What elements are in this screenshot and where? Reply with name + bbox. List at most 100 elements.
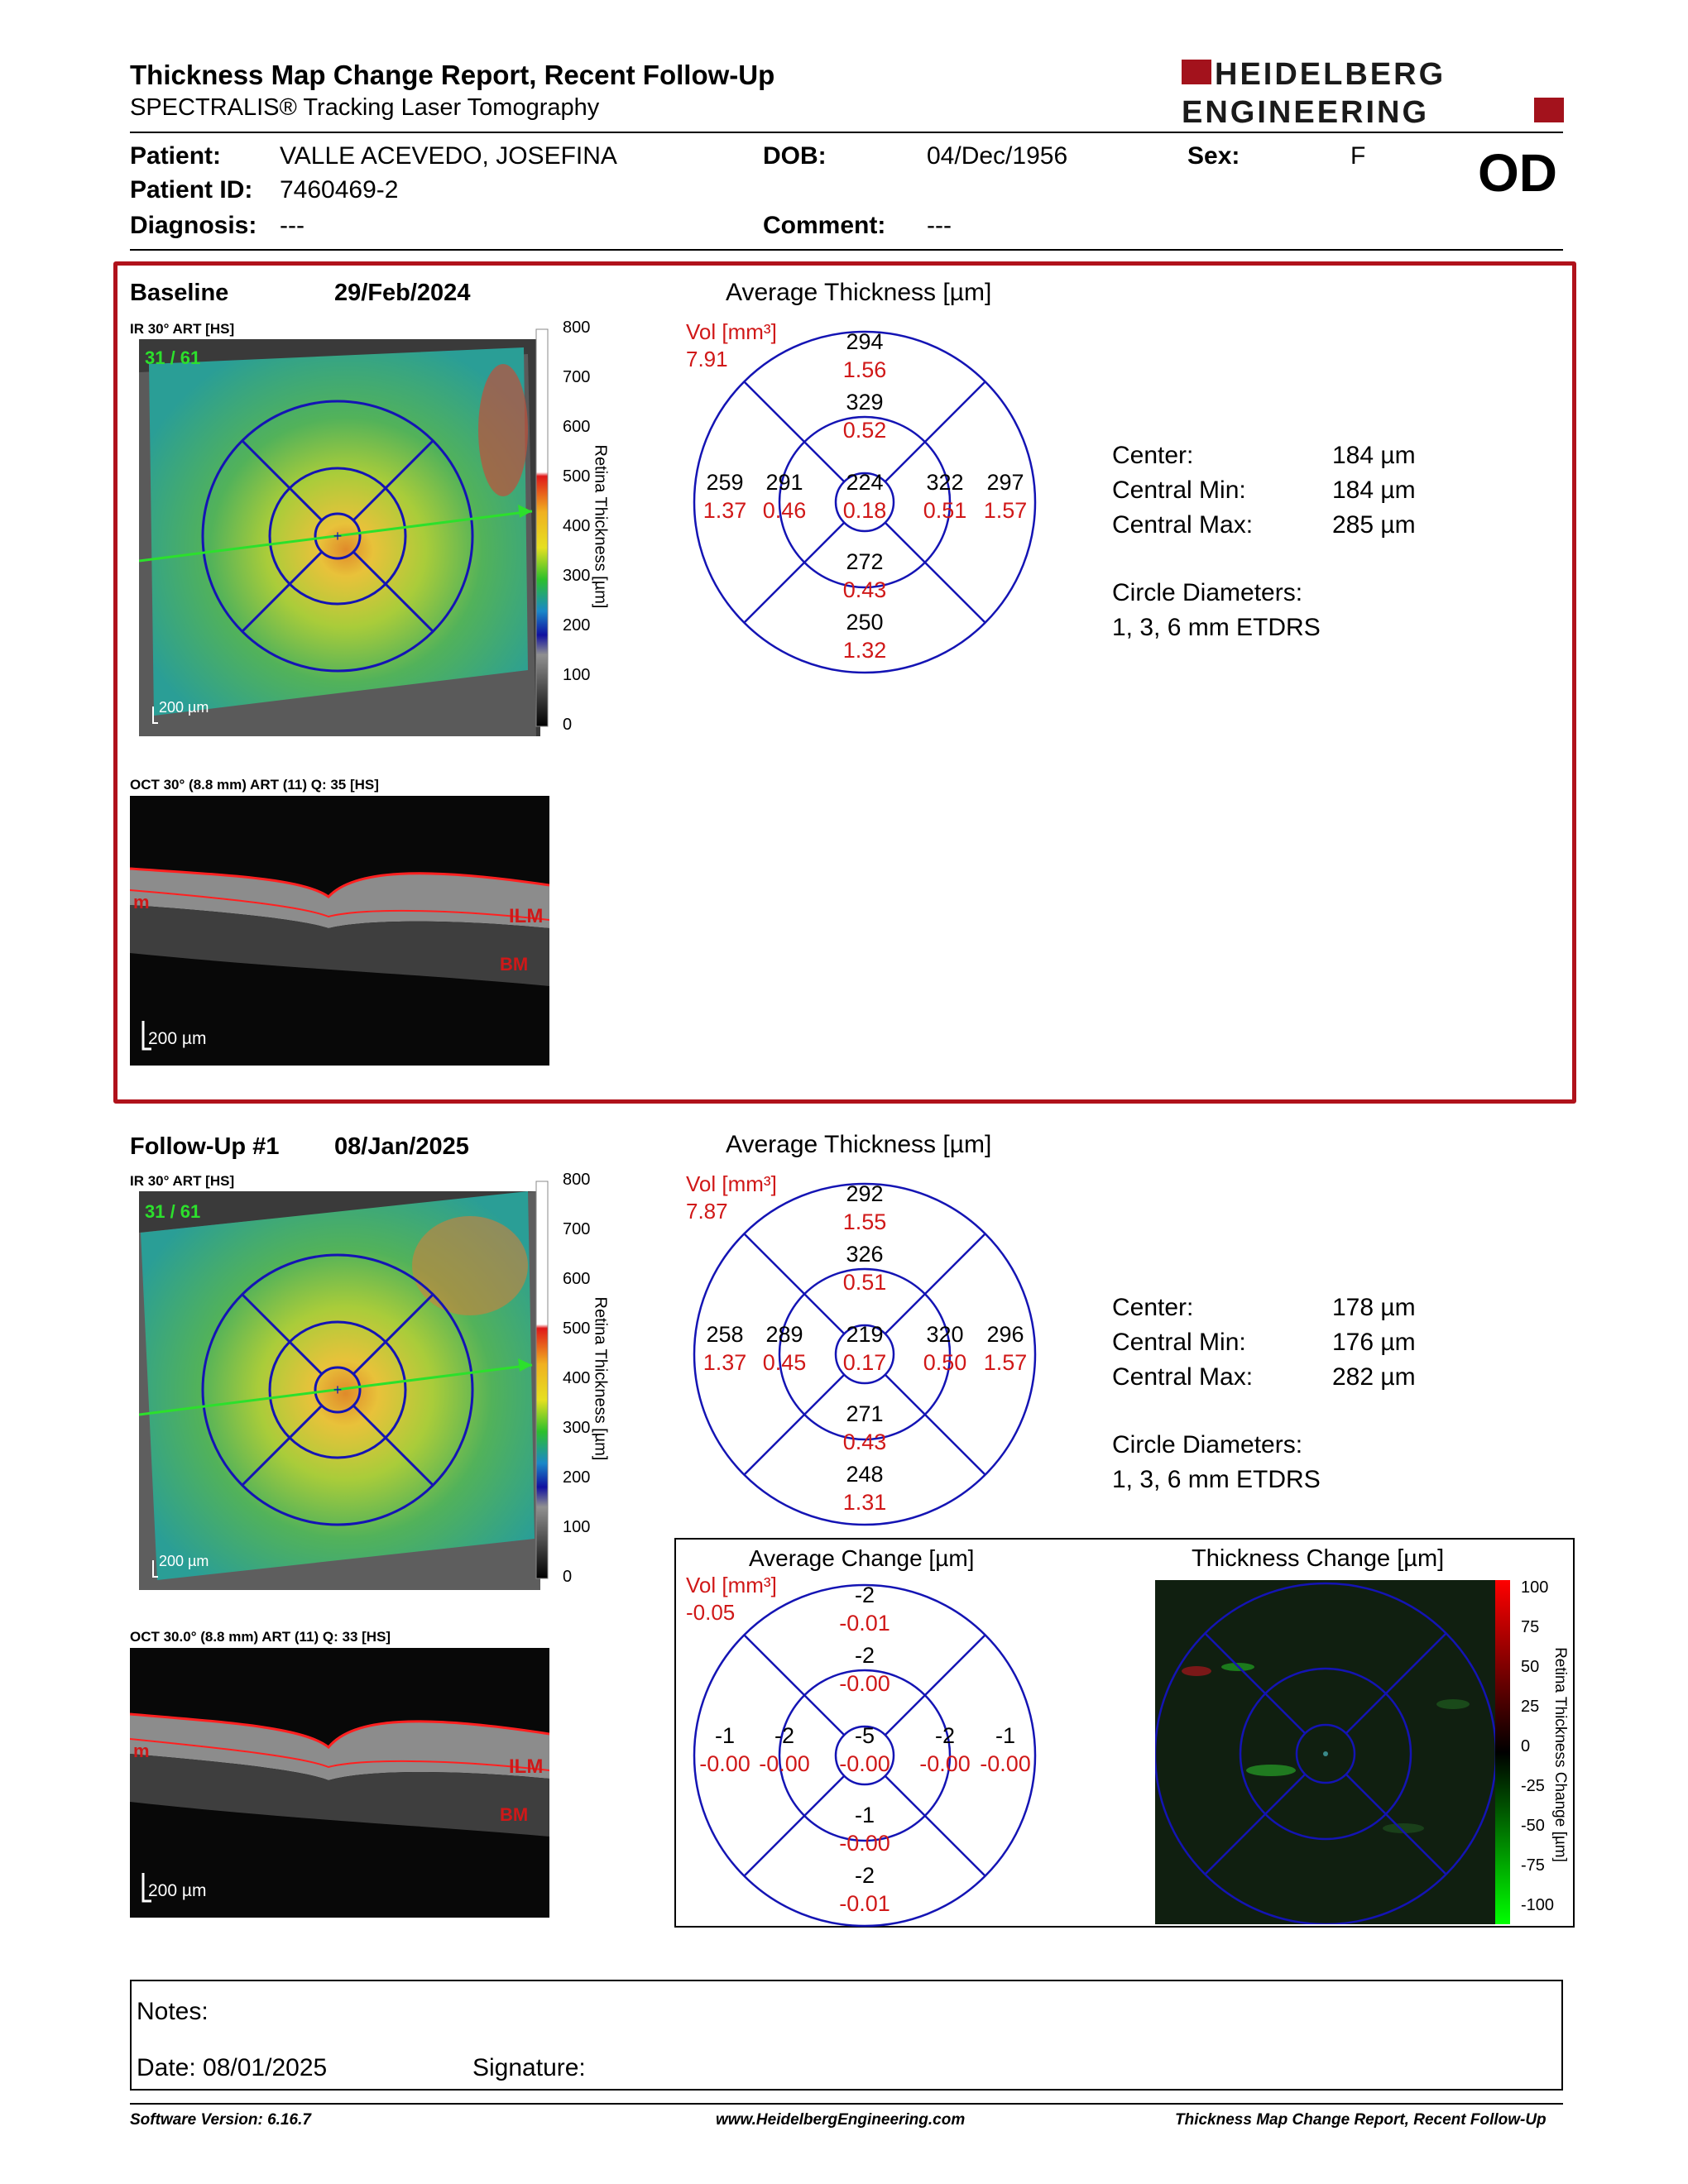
followup-cbar-tick: 500 bbox=[563, 1320, 591, 1338]
header-rule bbox=[130, 132, 1563, 133]
followup-outer-temp-volume: 1.37 bbox=[703, 1350, 747, 1375]
baseline-label: Baseline bbox=[130, 280, 229, 306]
change-panel bbox=[674, 1538, 1575, 1928]
sex-label: Sex: bbox=[1187, 142, 1240, 170]
change-outer-nas-thickness: -1 bbox=[995, 1723, 1015, 1748]
comment-label: Comment: bbox=[763, 212, 886, 239]
baseline-inner-sup-thickness: 329 bbox=[846, 390, 883, 414]
followup-cbar-tick: 400 bbox=[563, 1369, 591, 1387]
followup-cbar-tick: 100 bbox=[563, 1518, 591, 1536]
patient-rule bbox=[130, 249, 1563, 251]
baseline-cbar-tick: 200 bbox=[563, 616, 591, 635]
followup-outer-inf-volume: 1.31 bbox=[843, 1490, 887, 1515]
baseline-oct-caption: OCT 30° (8.8 mm) ART (11) Q: 35 [HS] bbox=[130, 777, 379, 793]
baseline-cmin-label: Central Min: bbox=[1112, 477, 1246, 504]
notes-date: Date: 08/01/2025 bbox=[137, 2054, 328, 2081]
sex-value: F bbox=[1350, 142, 1366, 170]
report-title: Thickness Map Change Report, Recent Foll… bbox=[130, 60, 775, 90]
baseline-outer-temp-volume: 1.37 bbox=[703, 498, 747, 523]
change-inner-inf-thickness: -1 bbox=[855, 1803, 875, 1827]
followup-oct-ilm: ILM bbox=[509, 1755, 543, 1778]
change-avg-title: Average Change [µm] bbox=[749, 1545, 975, 1571]
patient-name: VALLE ACEVEDO, JOSEFINA bbox=[280, 142, 617, 170]
baseline-cbar-tick: 300 bbox=[563, 567, 591, 585]
baseline-cbar-tick: 0 bbox=[563, 716, 573, 734]
dob-value: 04/Dec/1956 bbox=[927, 142, 1068, 170]
logo-line-1: HEIDELBERG bbox=[1215, 58, 1446, 92]
patient-id-label: Patient ID: bbox=[130, 176, 253, 204]
followup-colorbar bbox=[535, 1181, 549, 1579]
baseline-circle-value: 1, 3, 6 mm ETDRS bbox=[1112, 614, 1321, 641]
baseline-frame-count: 31 / 61 bbox=[145, 347, 200, 368]
change-inner-sup-volume: -0.00 bbox=[839, 1671, 890, 1696]
baseline-outer-inf-volume: 1.32 bbox=[843, 638, 887, 663]
diagnosis-value: --- bbox=[280, 212, 305, 239]
followup-vol-total: 7.87 bbox=[686, 1199, 728, 1224]
baseline-outer-temp-thickness: 259 bbox=[706, 470, 743, 495]
change-vol-total: -0.05 bbox=[686, 1600, 736, 1625]
change-outer-nas-volume: -0.00 bbox=[980, 1751, 1031, 1776]
baseline-oct-label-left: m bbox=[133, 892, 150, 912]
change-cbar-tick: -25 bbox=[1521, 1777, 1545, 1795]
baseline-circle-label: Circle Diameters: bbox=[1112, 579, 1303, 606]
followup-inner-sup-thickness: 326 bbox=[846, 1242, 883, 1267]
baseline-inner-temp-thickness: 291 bbox=[765, 470, 803, 495]
followup-outer-nas-volume: 1.57 bbox=[984, 1350, 1028, 1375]
followup-cbar-tick: 200 bbox=[563, 1468, 591, 1487]
baseline-center-volume: 0.18 bbox=[843, 498, 887, 523]
followup-cmax-value: 282 µm bbox=[1332, 1363, 1416, 1391]
followup-oct-bm: BM bbox=[500, 1804, 528, 1825]
svg-text:+: + bbox=[333, 528, 343, 544]
heidelberg-logo: HEIDELBERG ENGINEERING bbox=[1182, 58, 1564, 129]
footer-report-name: Thickness Map Change Report, Recent Foll… bbox=[1175, 2111, 1547, 2129]
thickness-change-map bbox=[1155, 1580, 1501, 1924]
baseline-date: 29/Feb/2024 bbox=[334, 280, 471, 306]
followup-inner-inf-volume: 0.43 bbox=[843, 1430, 887, 1454]
change-colorbar bbox=[1495, 1580, 1510, 1924]
followup-label: Follow-Up #1 bbox=[130, 1133, 280, 1160]
baseline-avg-title: Average Thickness [µm] bbox=[726, 279, 992, 306]
eye-indicator: OD bbox=[1478, 143, 1557, 203]
change-inner-nas-volume: -0.00 bbox=[919, 1751, 971, 1776]
followup-date: 08/Jan/2025 bbox=[334, 1133, 469, 1160]
notes-label: Notes: bbox=[137, 1998, 209, 2025]
baseline-vol-label: Vol [mm³] bbox=[686, 319, 777, 345]
followup-cbar-tick: 600 bbox=[563, 1270, 591, 1288]
baseline-cbar-tick: 800 bbox=[563, 318, 591, 337]
diagnosis-label: Diagnosis: bbox=[130, 212, 257, 239]
baseline-inner-nas-volume: 0.51 bbox=[923, 498, 967, 523]
baseline-center-label: Center: bbox=[1112, 442, 1194, 469]
change-etdrs-grid: -2 -0.01 -2 -0.00 -1 -0.00 -2 -0.00 -5 -… bbox=[693, 1583, 1037, 1928]
followup-cbar-tick: 800 bbox=[563, 1171, 591, 1189]
change-cbar-tick: 100 bbox=[1521, 1578, 1549, 1597]
baseline-inner-nas-thickness: 322 bbox=[926, 470, 963, 495]
change-cbar-tick: 0 bbox=[1521, 1737, 1531, 1755]
baseline-cbar-tick: 400 bbox=[563, 517, 591, 535]
followup-cmin-label: Central Min: bbox=[1112, 1329, 1246, 1356]
notes-box[interactable]: Notes: Date: 08/01/2025 Signature: bbox=[130, 1980, 1563, 2091]
followup-cbar-title: Retina Thickness [µm] bbox=[591, 1296, 610, 1461]
followup-inner-nas-volume: 0.50 bbox=[923, 1350, 967, 1375]
change-inner-nas-thickness: -2 bbox=[935, 1723, 955, 1748]
followup-center-value: 178 µm bbox=[1332, 1294, 1416, 1321]
baseline-cbar-tick: 600 bbox=[563, 418, 591, 436]
baseline-cmax-value: 285 µm bbox=[1332, 511, 1416, 539]
change-outer-inf-volume: -0.01 bbox=[839, 1891, 890, 1916]
followup-etdrs-grid: 292 1.55 326 0.51 258 1.37 289 0.45 219 … bbox=[693, 1181, 1037, 1526]
followup-oct-label-left: m bbox=[133, 1741, 150, 1761]
followup-circle-label: Circle Diameters: bbox=[1112, 1431, 1303, 1458]
baseline-outer-sup-thickness: 294 bbox=[846, 329, 883, 354]
footer-website[interactable]: www.HeidelbergEngineering.com bbox=[716, 2111, 966, 2129]
baseline-oct-bm: BM bbox=[500, 954, 528, 975]
baseline-cmin-value: 184 µm bbox=[1332, 477, 1416, 504]
svg-text:+: + bbox=[333, 1382, 343, 1398]
followup-inner-temp-thickness: 289 bbox=[765, 1322, 803, 1347]
followup-inner-temp-volume: 0.45 bbox=[763, 1350, 807, 1375]
baseline-cbar-tick: 500 bbox=[563, 467, 591, 486]
baseline-cbar-tick: 700 bbox=[563, 368, 591, 386]
followup-outer-inf-thickness: 248 bbox=[846, 1462, 883, 1487]
patient-id-value: 7460469-2 bbox=[280, 176, 399, 204]
followup-outer-sup-thickness: 292 bbox=[846, 1181, 883, 1206]
change-inner-sup-thickness: -2 bbox=[855, 1643, 875, 1668]
followup-center-label: Center: bbox=[1112, 1294, 1194, 1321]
